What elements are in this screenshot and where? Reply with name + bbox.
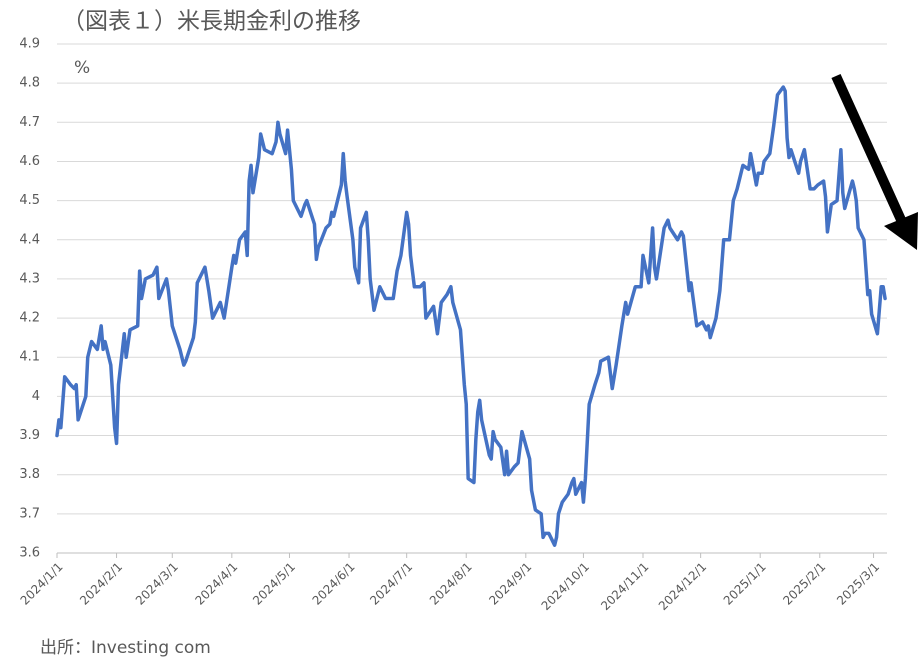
x-tick-label: 2024/2/1 (77, 560, 125, 608)
y-tick-label: 4.2 (19, 311, 40, 326)
y-tick-label: 4.9 (19, 37, 40, 52)
x-tick-label: 2024/12/1 (656, 560, 709, 613)
x-tick-label: 2024/11/1 (598, 560, 651, 613)
y-tick-label: 3.6 (19, 546, 40, 561)
y-tick-label: 4.1 (19, 350, 40, 365)
y-tick-label: 4.8 (19, 76, 40, 91)
y-tick-label: 4.7 (19, 115, 40, 130)
y-tick-label: 3.8 (19, 467, 40, 482)
x-tick-label: 2025/3/1 (834, 560, 882, 608)
x-tick-label: 2024/5/1 (250, 560, 298, 608)
y-tick-label: 3.7 (19, 506, 40, 521)
y-tick-label: 4.5 (19, 193, 40, 208)
x-tick-label: 2024/4/1 (192, 560, 240, 608)
x-tick-label: 2024/9/1 (486, 560, 534, 608)
plot-area: 3.6 3.7 3.8 3.9 4 4.1 4.2 4.3 4.4 4.5 4.6 4.7 4.8 4.9… (18, 37, 887, 613)
y-tick-label: 4.3 (19, 271, 40, 286)
chart-title: （図表１）米長期金利の推移 (62, 9, 361, 35)
x-tick-label: 2024/3/1 (133, 560, 181, 608)
y-tick-label: 3.9 (19, 428, 40, 443)
trend-arrow (831, 73, 918, 250)
x-tick-label: 2024/1/1 (18, 560, 66, 608)
arrow-shaft (831, 73, 907, 225)
line (55, 85, 887, 547)
source: 出所：Investing com (40, 638, 211, 658)
x-tick-label: 2024/7/1 (367, 560, 415, 608)
x-tick-label: 2025/2/1 (780, 560, 828, 608)
y-tick-label: 4.4 (19, 232, 40, 247)
x-tick-label: 2024/6/1 (310, 560, 358, 608)
y-tick-label: 4 (32, 389, 40, 404)
x-tick-label: 2024/10/1 (539, 560, 592, 613)
x-tick-label: 2024/8/1 (427, 560, 475, 608)
y-unit: % (74, 58, 90, 78)
arrow-head (884, 212, 918, 250)
x-tick-label: 2025/1/1 (721, 560, 769, 608)
y-tick-label: 4.6 (19, 154, 40, 169)
